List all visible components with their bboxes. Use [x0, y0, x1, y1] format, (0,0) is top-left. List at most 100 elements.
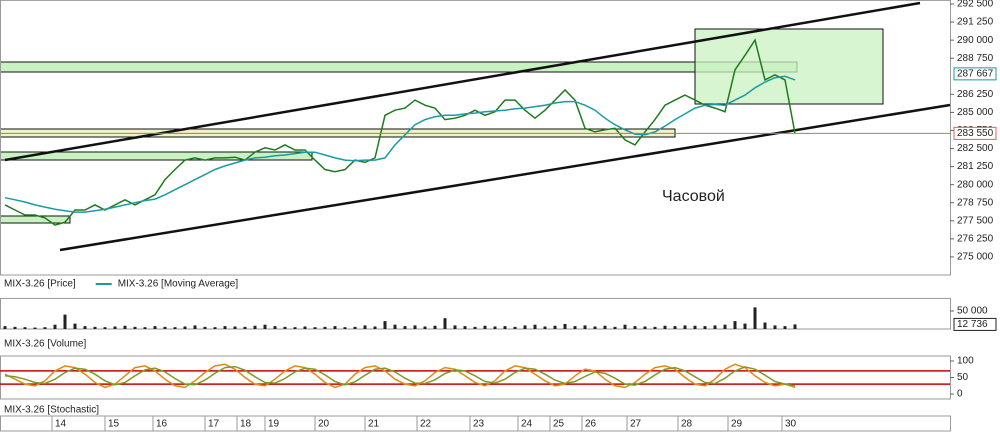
- volume-bar: [733, 321, 737, 329]
- volume-bar: [3, 326, 7, 329]
- volume-bar: [493, 326, 497, 329]
- y-tick-label: 288 750: [957, 53, 994, 64]
- volume-bar: [553, 325, 557, 329]
- volume-bar: [283, 326, 287, 329]
- volume-bar: [763, 322, 767, 329]
- volume-bar: [413, 325, 417, 329]
- y-tick-label: 286 250: [957, 89, 994, 100]
- volume-bar: [303, 326, 307, 329]
- volume-bar: [203, 326, 207, 329]
- annotation: Часовой: [662, 188, 725, 205]
- legend-label: MIX-3.26 [Moving Average]: [118, 279, 239, 290]
- volume-bar: [743, 323, 747, 329]
- volume-bar: [753, 307, 757, 329]
- volume-bar: [653, 326, 657, 329]
- volume-bar: [453, 325, 457, 329]
- volume-bar: [173, 327, 177, 329]
- volume-bar: [613, 326, 617, 329]
- x-tick-label: 28: [681, 419, 693, 430]
- volume-bar: [223, 326, 227, 329]
- volume-bar: [603, 325, 607, 329]
- volume-bar: [793, 324, 797, 329]
- volume-bar: [723, 324, 727, 329]
- y-tick-label: 282 500: [957, 143, 994, 154]
- volume-bar: [63, 314, 67, 329]
- volume-bar: [163, 326, 167, 329]
- y-tick-label: 0: [957, 389, 963, 400]
- panel-border: [0, 0, 951, 276]
- y-tick-label: 276 250: [957, 234, 994, 245]
- volume-bar: [323, 326, 327, 329]
- zone: [0, 61, 798, 73]
- x-tick-label: 30: [785, 419, 797, 430]
- volume-bar: [213, 327, 217, 329]
- volume-bar: [663, 325, 667, 329]
- date-strip: [0, 415, 951, 432]
- volume-bar: [773, 325, 777, 329]
- volume-bar: [623, 324, 627, 329]
- legend-label: MIX-3.26 [Stochastic]: [4, 405, 99, 416]
- volume-bar: [113, 326, 117, 329]
- volume-bar: [503, 326, 507, 329]
- volume-bar: [693, 325, 697, 329]
- volume-bar: [583, 325, 587, 329]
- volume-bar: [593, 326, 597, 329]
- value-marker-box: [953, 67, 997, 81]
- volume-bar: [183, 326, 187, 329]
- x-tick-label: 19: [268, 419, 280, 430]
- volume-bar: [143, 327, 147, 329]
- volume-bar: [523, 325, 527, 329]
- y-tick-label: 291 250: [957, 17, 994, 28]
- y-tick-label: 275 000: [957, 252, 994, 263]
- y-tick-label: 285 000: [957, 107, 994, 118]
- volume-bar: [123, 325, 127, 329]
- volume-bar: [643, 326, 647, 329]
- value-marker-box: [953, 317, 997, 331]
- legend-label: MIX-3.26 [Volume]: [4, 339, 86, 350]
- y-tick-label: 277 500: [957, 215, 994, 226]
- volume-bar: [253, 325, 257, 329]
- volume-bar: [463, 326, 467, 329]
- volume-bar: [443, 318, 447, 329]
- volume-bar: [533, 324, 537, 329]
- zone: [0, 215, 71, 224]
- volume-bar: [543, 326, 547, 329]
- volume-bar: [633, 326, 637, 329]
- volume-bar: [353, 326, 357, 329]
- y-tick-label: 100: [957, 356, 974, 367]
- volume-bar: [373, 326, 377, 329]
- x-tick-label: 14: [55, 419, 67, 430]
- x-tick-label: 23: [473, 419, 485, 430]
- volume-bar: [703, 326, 707, 329]
- y-tick-label: 278 750: [957, 197, 994, 208]
- x-tick-label: 15: [108, 419, 120, 430]
- trend-line: [59, 103, 951, 252]
- volume-bar: [393, 324, 397, 329]
- volume-bar: [673, 326, 677, 329]
- volume-bar: [363, 325, 367, 329]
- x-tick-label: 17: [208, 419, 220, 430]
- volume-bar: [73, 323, 77, 329]
- volume-bar: [483, 325, 487, 329]
- volume-bar: [783, 326, 787, 329]
- series-line: [4, 38, 796, 226]
- volume-bar: [313, 327, 317, 329]
- volume-bar: [233, 326, 237, 329]
- volume-bar: [273, 326, 277, 329]
- volume-bar: [383, 321, 387, 329]
- value-marker-label: 287 667: [957, 69, 994, 80]
- y-tick-label: 280 000: [957, 179, 994, 190]
- x-tick-label: 16: [156, 419, 168, 430]
- volume-bar: [193, 325, 197, 329]
- value-marker-label: 12 736: [957, 319, 988, 330]
- volume-bar: [713, 325, 717, 329]
- volume-bar: [433, 325, 437, 329]
- volume-bar: [293, 327, 297, 329]
- volume-bar: [403, 326, 407, 329]
- volume-bar: [133, 326, 137, 329]
- value-marker-box: [953, 126, 997, 140]
- volume-bar: [13, 326, 17, 329]
- volume-bar: [23, 327, 27, 329]
